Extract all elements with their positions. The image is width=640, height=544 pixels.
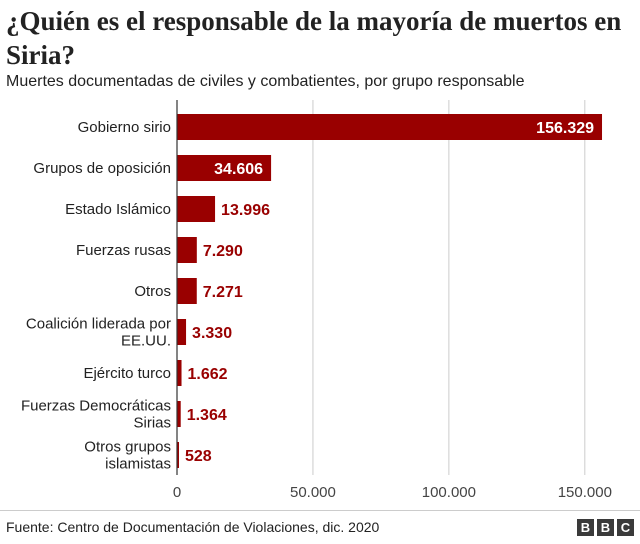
- chart-subtitle: Muertes documentadas de civiles y combat…: [6, 73, 525, 90]
- bar: [177, 278, 197, 304]
- value-label: 1.364: [187, 407, 227, 424]
- category-label: Gobierno sirio: [78, 119, 171, 136]
- bar-chart: 0 50.000 100.000 150.000 Gobierno sirio 156.3…: [21, 100, 612, 501]
- x-tick-label: 150.000: [558, 484, 612, 501]
- category-label: EE.UU.: [121, 333, 171, 350]
- source-note: Fuente: Centro de Documentación de Viola…: [6, 519, 380, 535]
- bar: [177, 155, 272, 181]
- category-label: Ejército turco: [83, 365, 171, 382]
- value-label: 1.662: [188, 366, 228, 383]
- bar: [177, 196, 216, 222]
- value-label: 156.329: [536, 120, 594, 137]
- footer: Fuente: Centro de Documentación de Viola…: [0, 510, 640, 544]
- bbc-logo-letter: C: [617, 519, 634, 536]
- category-label: Otros: [134, 283, 171, 300]
- value-label: 7.290: [203, 243, 243, 260]
- bar: [177, 237, 197, 263]
- bar: [177, 319, 187, 345]
- category-label: Fuerzas Democráticas: [21, 398, 171, 415]
- value-label: 3.330: [192, 325, 232, 342]
- category-label: Grupos de oposición: [33, 160, 171, 177]
- category-label: Sirias: [133, 415, 171, 432]
- category-label: Fuerzas rusas: [76, 242, 171, 259]
- chart-title: ¿Quién es el responsable de la mayoría d…: [6, 6, 622, 70]
- value-label: 34.606: [214, 161, 263, 178]
- category-label: islamistas: [105, 456, 171, 473]
- x-tick-label: 100.000: [422, 484, 476, 501]
- bar: [177, 442, 179, 468]
- value-label: 528: [185, 448, 212, 465]
- category-label: Estado Islámico: [65, 201, 171, 218]
- x-tick-label: 0: [173, 484, 181, 501]
- bar: [177, 401, 181, 427]
- category-label: Otros grupos: [84, 439, 171, 456]
- bbc-logo-letter: B: [577, 519, 594, 536]
- bar: [177, 114, 603, 140]
- value-label: 13.996: [221, 202, 270, 219]
- category-label: Coalición liderada por: [26, 316, 171, 333]
- bar: [177, 360, 182, 386]
- x-tick-label: 50.000: [290, 484, 336, 501]
- bbc-logo: B B C: [577, 519, 634, 536]
- bbc-logo-letter: B: [597, 519, 614, 536]
- value-label: 7.271: [203, 284, 243, 301]
